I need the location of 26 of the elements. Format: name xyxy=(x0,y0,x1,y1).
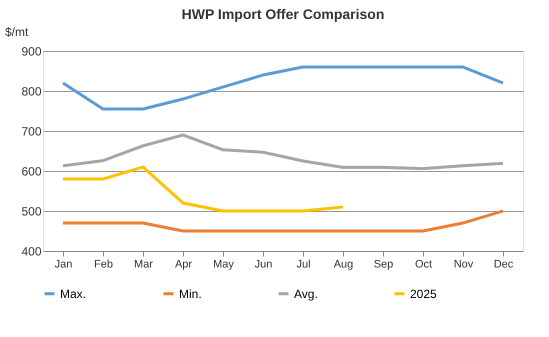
y-tick-label: 600 xyxy=(21,164,42,178)
x-tick-label: Feb xyxy=(94,258,113,270)
x-tick-label: Jan xyxy=(54,258,72,270)
x-tick-label: Nov xyxy=(454,258,474,270)
y-axis-title: $/mt xyxy=(5,25,30,39)
line-series xyxy=(62,66,504,110)
legend-label: Min. xyxy=(179,286,202,301)
line-series xyxy=(62,166,344,212)
legend-label: Max. xyxy=(60,286,86,301)
y-tick-label: 800 xyxy=(21,84,42,98)
y-tick-label: 900 xyxy=(21,44,42,58)
y-tick-label: 500 xyxy=(21,204,42,218)
x-tick-label: Dec xyxy=(494,258,514,270)
x-tick-label: Aug xyxy=(334,258,354,270)
x-tick-label: Jun xyxy=(254,258,272,270)
y-tick-label: 700 xyxy=(21,124,42,138)
x-tick-label: May xyxy=(213,258,234,270)
legend-label: Avg. xyxy=(294,286,318,301)
legend-label: 2025 xyxy=(410,286,438,301)
x-tick-label: Apr xyxy=(174,258,192,270)
x-tick-label: Oct xyxy=(414,258,432,270)
x-tick-label: Sep xyxy=(374,258,394,270)
chart-title: HWP Import Offer Comparison xyxy=(182,6,384,22)
y-tick-label: 400 xyxy=(21,244,42,258)
x-tick-label: Jul xyxy=(296,258,311,270)
x-tick-label: Mar xyxy=(134,258,154,270)
